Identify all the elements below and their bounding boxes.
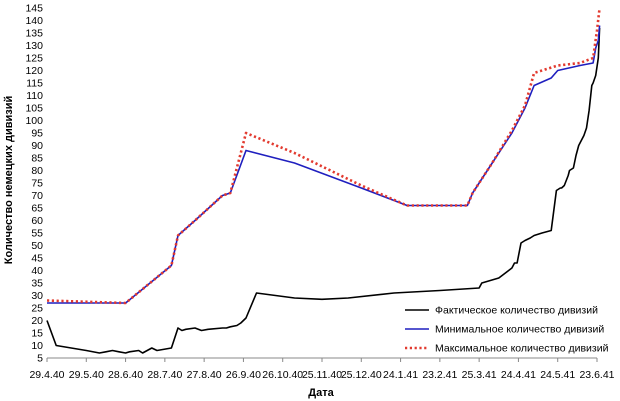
x-tick-label: 25.12.40 [341, 369, 382, 381]
x-tick-label: 25.3.41 [462, 369, 497, 381]
x-tick-label: 23.6.41 [579, 369, 614, 381]
y-tick-label: 130 [25, 40, 43, 52]
y-tick-label: 125 [25, 53, 43, 65]
x-tick-label: 24.5.41 [540, 369, 575, 381]
y-tick-label: 60 [31, 215, 43, 227]
y-tick-label: 35 [31, 278, 43, 290]
y-tick-label: 90 [31, 140, 43, 152]
x-tick-label: 27.8.40 [187, 369, 222, 381]
y-axis-ticks: 5101520253035404550556065707580859095100… [25, 3, 43, 365]
y-tick-label: 135 [25, 28, 43, 40]
x-tick-label: 24.4.41 [501, 369, 536, 381]
data-series [46, 7, 601, 354]
y-tick-label: 25 [31, 303, 43, 315]
y-tick-label: 55 [31, 228, 43, 240]
x-tick-label: 28.7.40 [147, 369, 182, 381]
series-line-3 [46, 7, 601, 305]
legend-label-1: Фактическое количество дивизий [435, 305, 598, 317]
x-tick-label: 26.9.40 [226, 369, 261, 381]
x-tick-label: 25.11.40 [302, 369, 342, 381]
y-tick-label: 15 [31, 328, 43, 340]
x-tick-label: 23.2.41 [422, 369, 457, 381]
y-tick-label: 110 [26, 90, 43, 102]
y-tick-label: 50 [31, 240, 43, 252]
y-tick-label: 45 [31, 253, 43, 265]
x-tick-label: 28.6.40 [108, 369, 143, 381]
y-tick-label: 100 [25, 115, 43, 127]
y-tick-label: 5 [37, 353, 43, 365]
y-tick-label: 10 [31, 340, 43, 352]
legend-label-2: Минимальное количество дивизий [435, 324, 604, 336]
y-tick-label: 30 [31, 290, 43, 302]
y-tick-label: 105 [25, 103, 43, 115]
x-tick-label: 26.10.40 [262, 369, 303, 381]
y-tick-label: 120 [25, 65, 43, 77]
x-tick-label: 29.4.40 [29, 369, 64, 381]
y-tick-label: 70 [31, 190, 43, 202]
y-tick-label: 85 [31, 153, 43, 165]
y-tick-label: 40 [31, 265, 43, 277]
y-tick-label: 80 [31, 165, 43, 177]
x-axis-ticks: 29.4.40 29.5.40 28.6.40 28.7.40 27.8.40 26.9.… [29, 358, 615, 381]
y-tick-label: 115 [26, 78, 43, 90]
x-tick-label: 24.1.41 [383, 369, 418, 381]
x-tick-label: 29.5.40 [69, 369, 104, 381]
y-tick-label: 145 [25, 3, 43, 15]
y-tick-label: 95 [31, 128, 43, 140]
legend: Фактическое количество дивизий Минимально… [405, 305, 609, 355]
y-tick-label: 20 [31, 315, 43, 327]
y-tick-label: 65 [31, 203, 43, 215]
series-line-1 [46, 27, 601, 354]
y-axis-title: Количество немецких дивизий [3, 96, 15, 265]
legend-label-3: Максимальное количество дивизий [435, 343, 609, 355]
y-tick-label: 75 [31, 178, 43, 190]
x-axis-title: Дата [308, 387, 334, 399]
y-tick-label: 140 [25, 15, 43, 27]
